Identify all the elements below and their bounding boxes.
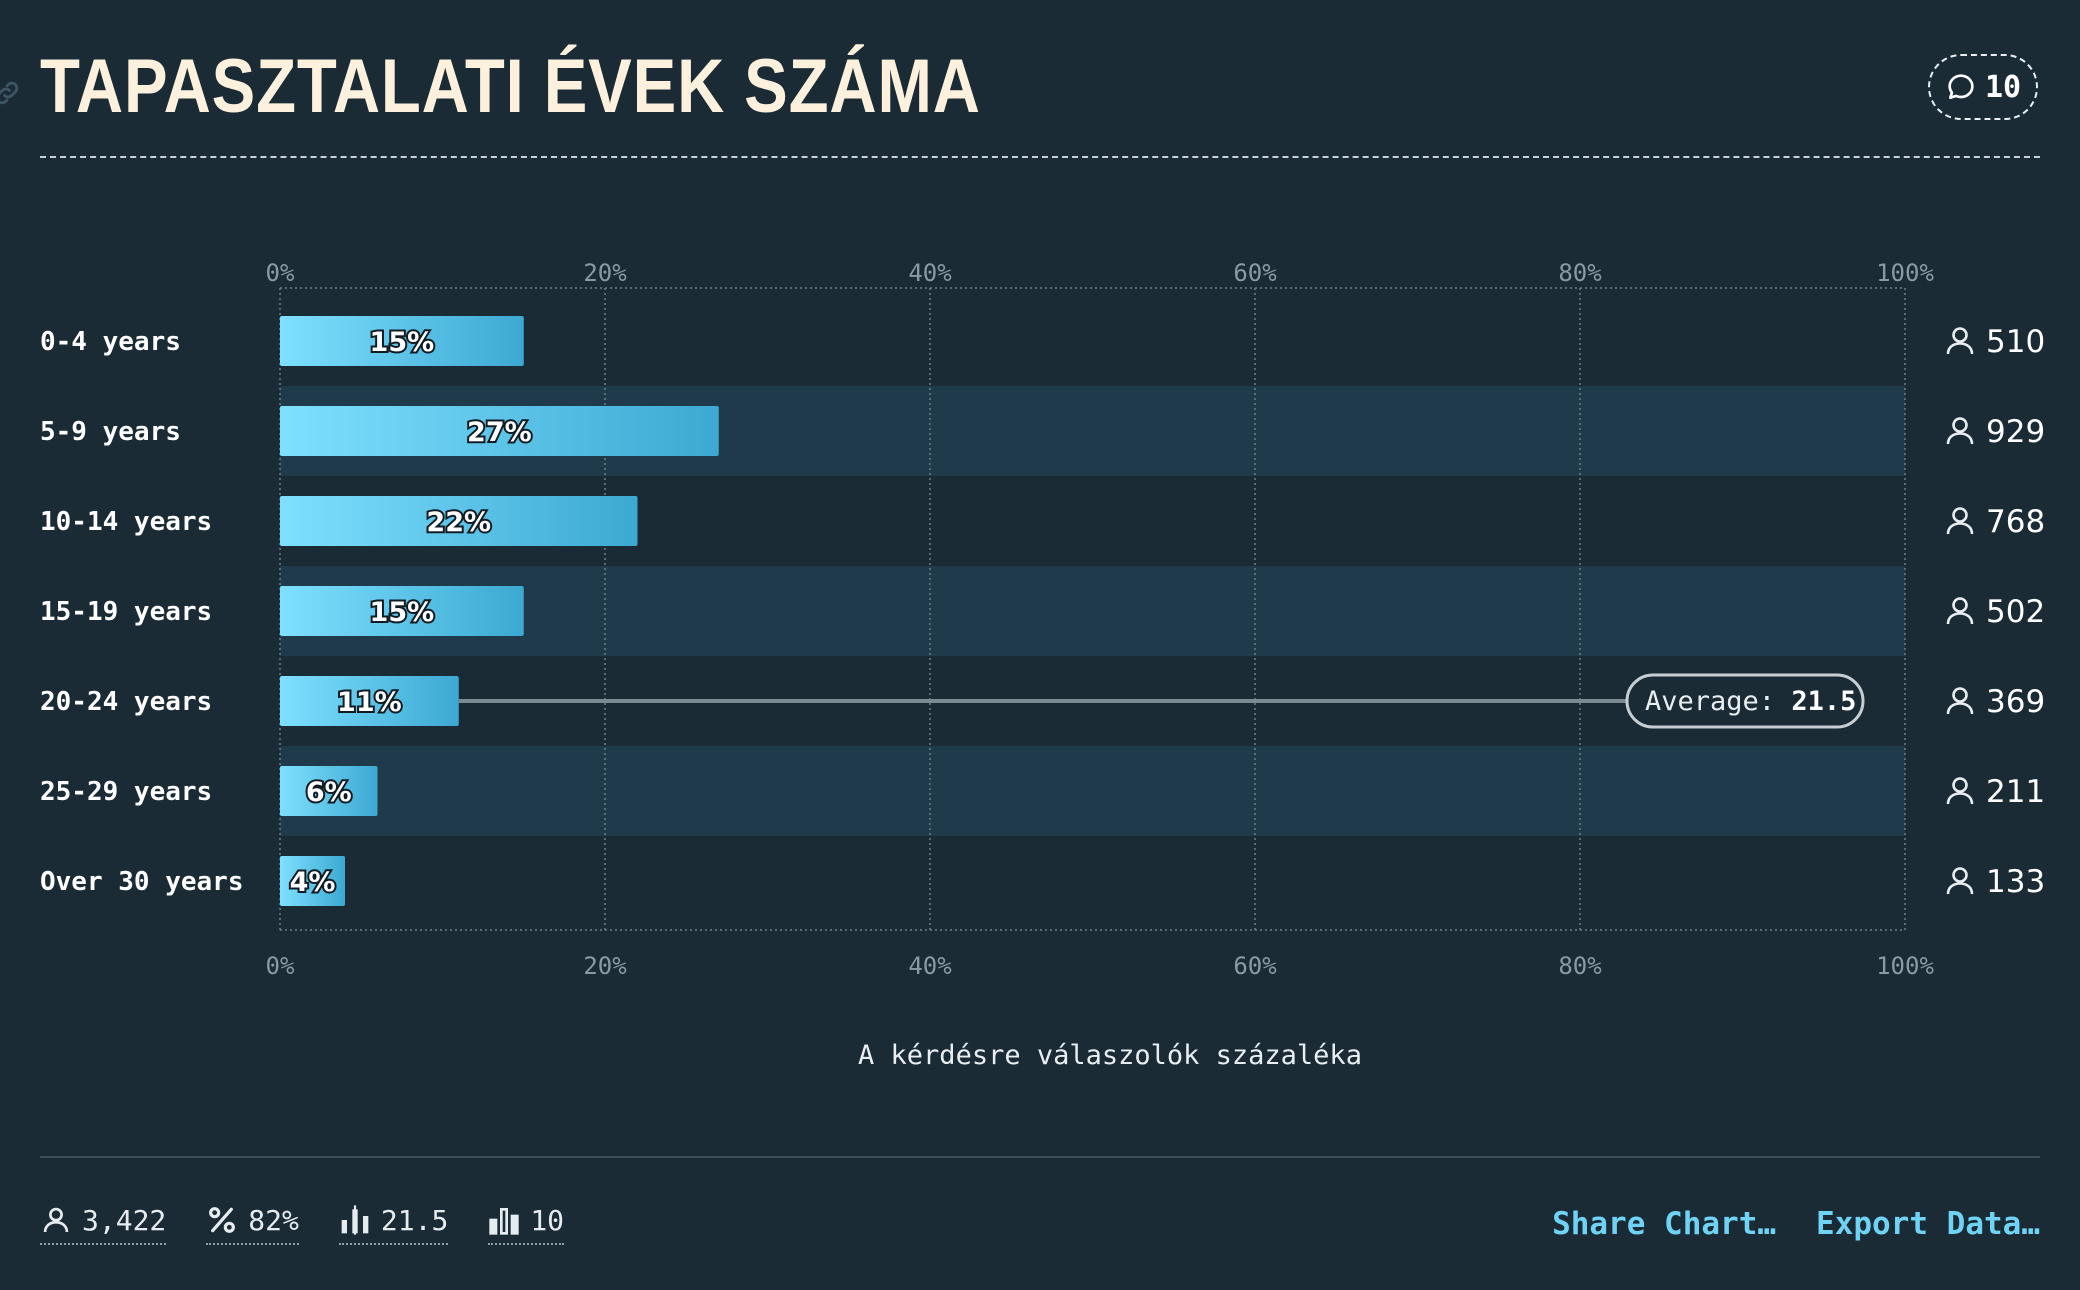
share-chart-link[interactable]: Share Chart… bbox=[1552, 1206, 1777, 1242]
median-icon bbox=[489, 1208, 519, 1235]
percent-stat[interactable]: 82% bbox=[206, 1204, 299, 1245]
x-tick-label-top: 0% bbox=[266, 259, 295, 287]
footer-actions: Share Chart… Export Data… bbox=[1552, 1200, 2040, 1248]
x-tick-label-bottom: 0% bbox=[266, 952, 295, 980]
user-icon bbox=[1946, 507, 1974, 535]
respondent-count: 369 bbox=[1986, 684, 2045, 720]
bar-value-label: 27% bbox=[467, 417, 532, 448]
user-icon bbox=[43, 1207, 69, 1233]
respondent-count: 510 bbox=[1986, 324, 2045, 360]
x-tick-label-top: 40% bbox=[908, 259, 952, 287]
row-band bbox=[280, 566, 1905, 656]
category-label: 5-9 years bbox=[40, 417, 181, 447]
bar[interactable] bbox=[280, 766, 378, 816]
x-tick-label-bottom: 20% bbox=[583, 952, 627, 980]
user-icon bbox=[1946, 867, 1974, 895]
respondent-count: 211 bbox=[1986, 774, 2045, 810]
bar-value-label: 15% bbox=[370, 597, 435, 628]
median-value: 10 bbox=[530, 1203, 565, 1237]
respondents-value: 3,422 bbox=[82, 1203, 167, 1237]
user-icon bbox=[1946, 327, 1974, 355]
respondent-count: 133 bbox=[1986, 864, 2045, 900]
average-icon bbox=[341, 1205, 369, 1235]
respondent-count: 502 bbox=[1986, 594, 2045, 630]
comment-icon bbox=[1948, 74, 1974, 99]
x-axis-label: A kérdésre válaszolók százaléka bbox=[858, 1040, 1362, 1071]
export-data-link[interactable]: Export Data… bbox=[1816, 1206, 2040, 1242]
category-label: Over 30 years bbox=[40, 867, 244, 897]
x-tick-label-bottom: 100% bbox=[1876, 952, 1934, 980]
respondent-count: 929 bbox=[1986, 414, 2045, 450]
footer-divider bbox=[40, 1156, 2040, 1158]
link-icon[interactable] bbox=[0, 78, 22, 108]
x-tick-label-top: 80% bbox=[1558, 259, 1602, 287]
bar[interactable] bbox=[280, 496, 638, 546]
average-pill bbox=[1625, 673, 1865, 729]
user-icon bbox=[1946, 687, 1974, 715]
average-value-label: 21.5 bbox=[1791, 686, 1856, 717]
category-label: 10-14 years bbox=[40, 507, 212, 537]
bar[interactable] bbox=[280, 856, 345, 906]
percent-icon bbox=[209, 1207, 236, 1233]
bar[interactable] bbox=[280, 316, 524, 366]
user-icon bbox=[1946, 597, 1974, 625]
average-pill-text: Average: 21.5 bbox=[1645, 686, 1856, 717]
respondents-stat[interactable]: 3,422 bbox=[40, 1203, 167, 1245]
title-divider bbox=[40, 156, 2040, 158]
x-tick-label-bottom: 40% bbox=[908, 952, 952, 980]
user-icon bbox=[1946, 417, 1974, 445]
average-value: 21.5 bbox=[380, 1203, 449, 1237]
respondent-count: 768 bbox=[1986, 504, 2045, 540]
x-tick-label-top: 100% bbox=[1876, 259, 1934, 287]
bar-value-label: 4% bbox=[290, 867, 336, 898]
category-label: 15-19 years bbox=[40, 597, 212, 627]
user-icon bbox=[1946, 777, 1974, 805]
chart-title: TAPASZTALATI ÉVEK SZÁMA bbox=[40, 44, 981, 129]
median-stat[interactable]: 10 bbox=[488, 1203, 565, 1245]
bar[interactable] bbox=[280, 676, 459, 726]
category-label: 20-24 years bbox=[40, 687, 212, 717]
stats-bar: 3,422 82% 21.5 10 bbox=[40, 1200, 565, 1248]
bar[interactable] bbox=[280, 586, 524, 636]
x-tick-label-bottom: 80% bbox=[1558, 952, 1602, 980]
category-label: 25-29 years bbox=[40, 777, 212, 807]
comments-button[interactable]: 10 bbox=[1928, 54, 2038, 120]
x-tick-label-bottom: 60% bbox=[1233, 952, 1277, 980]
x-tick-label-top: 60% bbox=[1233, 259, 1277, 287]
x-tick-label-top: 20% bbox=[583, 259, 627, 287]
comments-count: 10 bbox=[1984, 69, 2022, 105]
average-label: Average: bbox=[1645, 686, 1791, 717]
bar-value-label: 15% bbox=[370, 327, 435, 358]
bar[interactable] bbox=[280, 406, 719, 456]
average-stat[interactable]: 21.5 bbox=[338, 1203, 449, 1245]
bar-value-label: 11% bbox=[337, 687, 402, 718]
percent-value: 82% bbox=[248, 1203, 299, 1237]
bar-value-label: 22% bbox=[426, 507, 491, 538]
category-label: 0-4 years bbox=[40, 327, 181, 357]
row-band bbox=[280, 746, 1905, 836]
bar-value-label: 6% bbox=[306, 777, 352, 808]
